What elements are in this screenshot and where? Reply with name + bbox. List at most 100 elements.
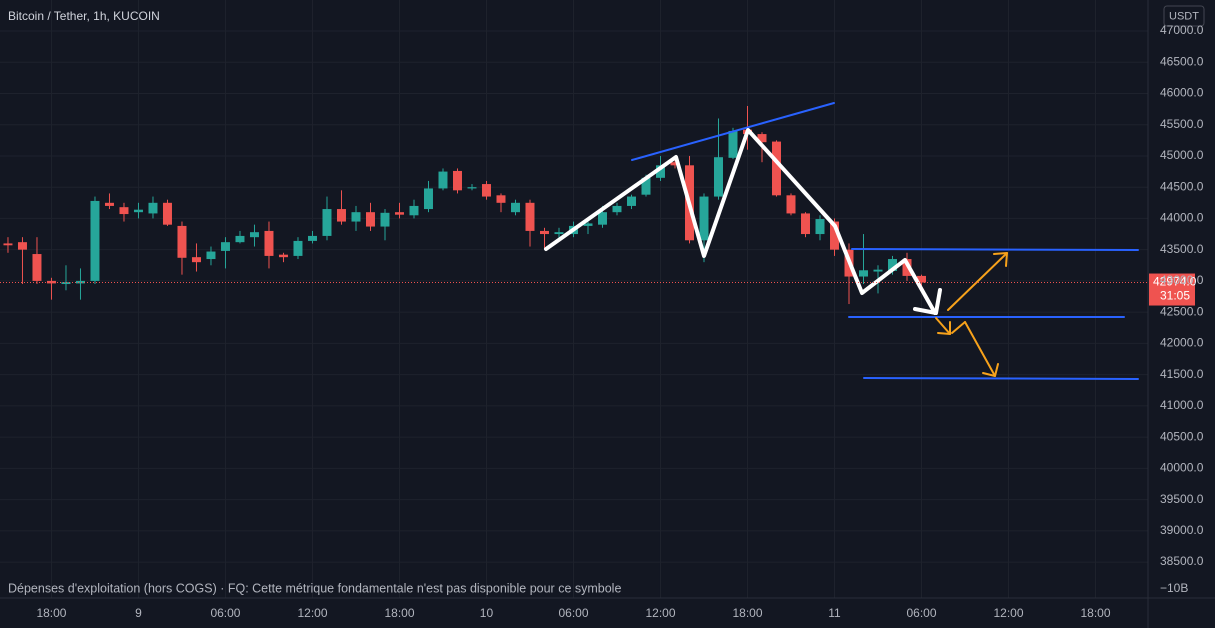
candle-body [597,212,607,225]
x-tick-label: 10 [480,606,494,620]
candle-body [3,243,13,246]
candle-body [859,270,868,277]
y-tick-label: 44000.0 [1160,211,1204,225]
y-tick-label: 39000.0 [1160,523,1204,537]
x-tick-label: 18:00 [36,606,66,620]
candle-body [380,212,390,227]
target-line [863,377,1139,380]
y-tick-label: 42500.0 [1160,304,1204,318]
drawings [544,102,1139,380]
candle-body [104,202,114,206]
y-tick-label: 41000.0 [1160,398,1204,412]
candle-body [423,188,433,210]
grid [0,0,1148,598]
candle-body [90,200,100,281]
candle-body [452,170,462,191]
arrow-down [964,321,996,377]
candle-body [278,254,288,258]
x-tick-label: 18:00 [384,606,414,620]
y-tick-label: 40000.0 [1160,461,1204,475]
candle-body [177,225,187,258]
x-tick-label: 18:00 [732,606,762,620]
candle-body [264,230,274,256]
arrow-head [993,252,1008,267]
y-tick-label: 45500.0 [1160,117,1204,131]
y-tick-label: 42000.0 [1160,336,1204,350]
candle-body [133,209,143,213]
x-tick-label: 18:00 [1080,606,1110,620]
chart-title: Bitcoin / Tether, 1h, KUCOIN [8,9,160,23]
candle-body [714,157,723,197]
candle-body [307,235,317,241]
candle-body [293,240,303,256]
x-tick-label: 06:00 [210,606,240,620]
arrow-down [935,317,951,335]
x-tick-label: 11 [828,606,841,620]
candle-body [32,254,42,281]
y-tick-label: 44500.0 [1160,179,1204,193]
candle-body [220,242,230,251]
y-tick-label: 47000.0 [1160,23,1204,37]
candle-body [510,202,520,213]
candle-body [249,232,259,238]
candle-body [656,165,665,178]
last-price-badge [1149,273,1195,306]
candle-body [539,230,549,235]
candle-body [801,213,810,235]
y-tick-label: 43000.0 [1160,273,1204,287]
arrow-head [982,363,999,377]
candle-body [336,209,346,222]
arrow-head [913,288,942,315]
arrow-bounce [951,321,966,334]
y-tick-label: 41500.0 [1160,367,1204,381]
arrow-head [937,321,951,335]
candle-body [119,207,129,215]
candle-body [757,134,767,143]
candle-body [409,205,419,216]
candle-body [525,202,535,231]
x-tick-label: 06:00 [906,606,936,620]
overlay: 42974.031:05 [0,273,1197,306]
candle-body [351,212,361,222]
candle-body [438,171,448,189]
trend-line [631,102,835,161]
candle-body [322,209,332,236]
y-tick-label: 46500.0 [1160,54,1204,68]
candle-body [554,232,564,235]
zigzag-path [544,128,937,315]
currency-badge[interactable] [1163,5,1205,27]
candle-body [394,212,404,215]
footer-text: Dépenses d'exploitation (hors COGS) · FQ… [8,581,621,595]
candle-body [699,196,709,241]
candle-body [786,195,796,214]
candle-body [612,205,622,213]
y-tick-label: 38500.0 [1160,554,1204,568]
x-tick-label: 9 [135,606,142,620]
candle-body [815,219,825,235]
candle-body [191,257,201,263]
arrow-up [947,252,1008,311]
candle-body [830,221,839,250]
x-tick-label: 12:00 [993,606,1023,620]
candle-body [75,280,85,284]
candle-body [61,282,71,285]
candle-body [467,187,477,189]
y-tick-label: 45000.0 [1160,148,1204,162]
candle-body [162,202,172,225]
x-tick-label: 12:00 [645,606,675,620]
y-tick-label: 39500.0 [1160,492,1204,506]
candle-body [888,259,897,271]
candle-body [728,130,738,158]
candle-body [365,212,375,227]
y-tick-label: 40500.0 [1160,429,1204,443]
candle-body [235,235,245,243]
currency-label: USDT [1169,10,1199,22]
candle-body [917,275,926,283]
candle-body [148,202,158,214]
candle-body [496,195,506,203]
candle-body [17,242,27,250]
candle-body [873,269,883,272]
candle-body [481,184,491,197]
